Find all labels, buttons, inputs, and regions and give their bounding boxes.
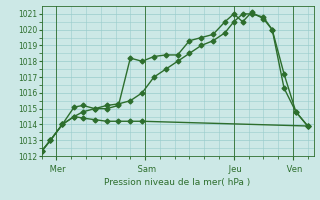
X-axis label: Pression niveau de la mer( hPa ): Pression niveau de la mer( hPa ): [104, 178, 251, 187]
